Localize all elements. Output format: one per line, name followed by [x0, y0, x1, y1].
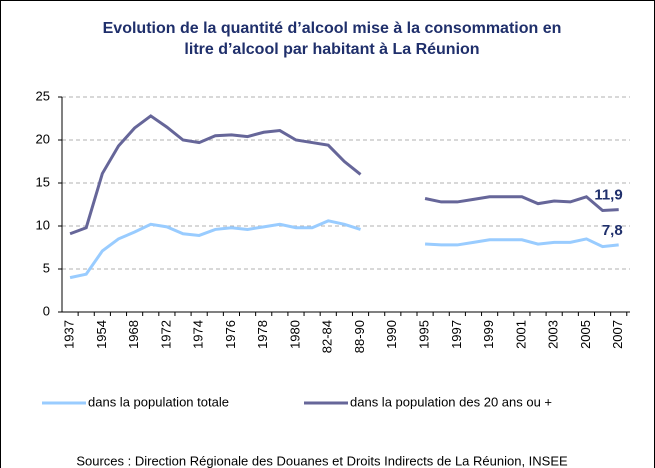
x-tick-label: 2005	[578, 320, 593, 349]
y-tick-label: 5	[43, 260, 50, 275]
value-label: 11,9	[594, 187, 622, 204]
series-line	[69, 114, 619, 236]
x-tick-label: 1990	[384, 320, 399, 349]
x-tick-label: 1978	[255, 320, 270, 349]
y-tick-label: 10	[36, 217, 50, 232]
x-tick-label: 82-84	[320, 320, 335, 353]
y-tick-label: 15	[36, 174, 50, 189]
x-tick-label: 1974	[191, 320, 206, 349]
x-tick-label: 88-90	[352, 320, 367, 353]
x-tick-label: 1976	[223, 320, 238, 349]
y-tick-label: 20	[36, 131, 50, 146]
legend-label: dans la population des 20 ans ou +	[350, 394, 552, 409]
chart-title: Evolution de la quantité d’alcool mise à…	[103, 20, 562, 37]
y-tick-label: 0	[43, 303, 50, 318]
y-tick-label: 25	[36, 88, 50, 103]
legend-label: dans la population totale	[88, 394, 229, 409]
x-tick-label: 1995	[417, 320, 432, 349]
x-tick-label: 1999	[481, 320, 496, 349]
x-tick-label: 1968	[126, 320, 141, 349]
x-tick-label: 1937	[62, 320, 77, 349]
x-tick-label: 1972	[158, 320, 173, 349]
x-tick-label: 1997	[449, 320, 464, 349]
source: Sources : Direction Régionale des Douane…	[76, 453, 568, 468]
x-tick-label: 2007	[610, 320, 625, 349]
chart-title: litre d’alcool par habitant à La Réunion	[184, 41, 479, 58]
series-line	[69, 219, 619, 280]
x-tick-label: 2003	[546, 320, 561, 349]
x-tick-label: 1980	[287, 320, 302, 349]
x-tick-label: 1954	[94, 320, 109, 349]
value-label: 7,8	[602, 222, 623, 239]
x-tick-label: 2001	[513, 320, 528, 349]
